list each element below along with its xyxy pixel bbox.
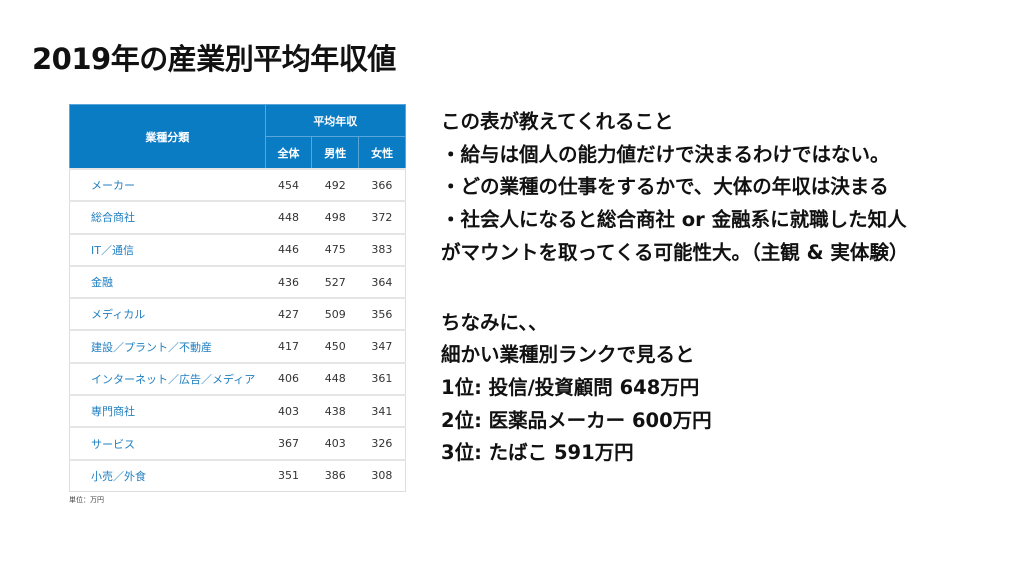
note-line: 2位: 医薬品メーカー 600万円	[441, 408, 712, 432]
category-cell: メーカー	[69, 167, 266, 202]
category-cell: 小売／外食	[69, 458, 266, 492]
table-row: インターネット／広告／メディア 406 448 361	[69, 361, 406, 396]
table-row: 総合商社 448 498 372	[69, 200, 406, 234]
note-line: 細かい業種別ランクで見ると	[441, 343, 695, 367]
category-cell: IT／通信	[69, 232, 266, 266]
value-cell: 427	[265, 297, 312, 331]
value-cell: 527	[311, 264, 359, 299]
value-cell: 347	[358, 329, 406, 363]
value-cell: 450	[311, 329, 359, 363]
table-row: メーカー 454 492 366	[69, 167, 406, 202]
page-title: 2019年の産業別平均年収値	[32, 42, 396, 76]
note-line: ・給与は個人の能力値だけで決まるわけではない。	[441, 142, 890, 166]
value-cell: 448	[265, 200, 312, 234]
value-cell: 438	[311, 394, 359, 428]
table-row: 専門商社 403 438 341	[69, 394, 406, 428]
table-row: 建設／プラント／不動産 417 450 347	[69, 329, 406, 363]
category-cell: メディカル	[69, 297, 266, 331]
table-row: 金融 436 527 364	[69, 264, 406, 299]
note-line: ・社会人になると総合商社 or 金融系に就職した知人	[441, 208, 907, 232]
notes: この表が教えてくれること・給与は個人の能力値だけで決まるわけではない。 ・どの業種…	[441, 106, 908, 470]
column-header: 男性	[311, 136, 360, 170]
value-cell: 351	[265, 458, 312, 492]
value-cell: 403	[265, 394, 312, 428]
category-cell: 専門商社	[69, 394, 266, 428]
note-line: ちなみに、、	[441, 310, 548, 334]
value-cell: 417	[265, 329, 312, 363]
table-row: メディカル 427 509 356	[69, 297, 406, 331]
value-cell: 356	[358, 297, 406, 331]
value-cell: 341	[358, 394, 406, 428]
table-row: 小売／外食 351 386 308	[69, 458, 406, 492]
value-cell: 403	[311, 426, 359, 460]
value-cell: 308	[358, 458, 406, 492]
value-cell: 386	[311, 458, 359, 492]
header-category: 業種分類	[69, 104, 266, 170]
value-cell: 454	[265, 167, 312, 202]
category-cell: サービス	[69, 426, 266, 460]
category-cell: 建設／プラント／不動産	[69, 329, 266, 363]
value-cell: 406	[265, 361, 312, 396]
value-cell: 436	[265, 264, 312, 299]
unit-note: 単位：万円	[69, 496, 104, 504]
value-cell: 509	[311, 297, 359, 331]
table-row: IT／通信 446 475 383	[69, 232, 406, 266]
note-line: 1位: 投信/投資顧問 648万円	[441, 375, 700, 399]
value-cell: 326	[358, 426, 406, 460]
value-cell: 361	[358, 361, 406, 396]
value-cell: 492	[311, 167, 359, 202]
value-cell: 498	[311, 200, 359, 234]
value-cell: 364	[358, 264, 406, 299]
value-cell: 446	[265, 232, 312, 266]
value-cell: 448	[311, 361, 359, 396]
category-cell: 総合商社	[69, 200, 266, 234]
category-cell: 金融	[69, 264, 266, 299]
value-cell: 475	[311, 232, 359, 266]
salary-table: 業種分類 平均年収 全体 男性 女性 メーカー 454 492 366 総合商社 448 498…	[69, 104, 407, 492]
note-line: この表が教えてくれること	[441, 110, 674, 133]
note-line: がマウントを取ってくる可能性大。（主観 & 実体験）	[441, 240, 909, 264]
header-group: 平均年収	[264, 104, 407, 137]
category-cell: インターネット／広告／メディア	[69, 361, 266, 396]
table-row: サービス 367 403 326	[69, 426, 406, 460]
note-line: 3位: たばこ 591万円	[441, 441, 634, 465]
value-cell: 372	[358, 200, 406, 234]
value-cell: 383	[358, 232, 406, 266]
value-cell: 366	[358, 167, 406, 202]
value-cell: 367	[265, 426, 312, 460]
column-header: 女性	[358, 136, 406, 170]
column-header: 全体	[264, 136, 313, 170]
note-line: ・どの業種の仕事をするかで、大体の年収は決まる	[441, 175, 889, 199]
